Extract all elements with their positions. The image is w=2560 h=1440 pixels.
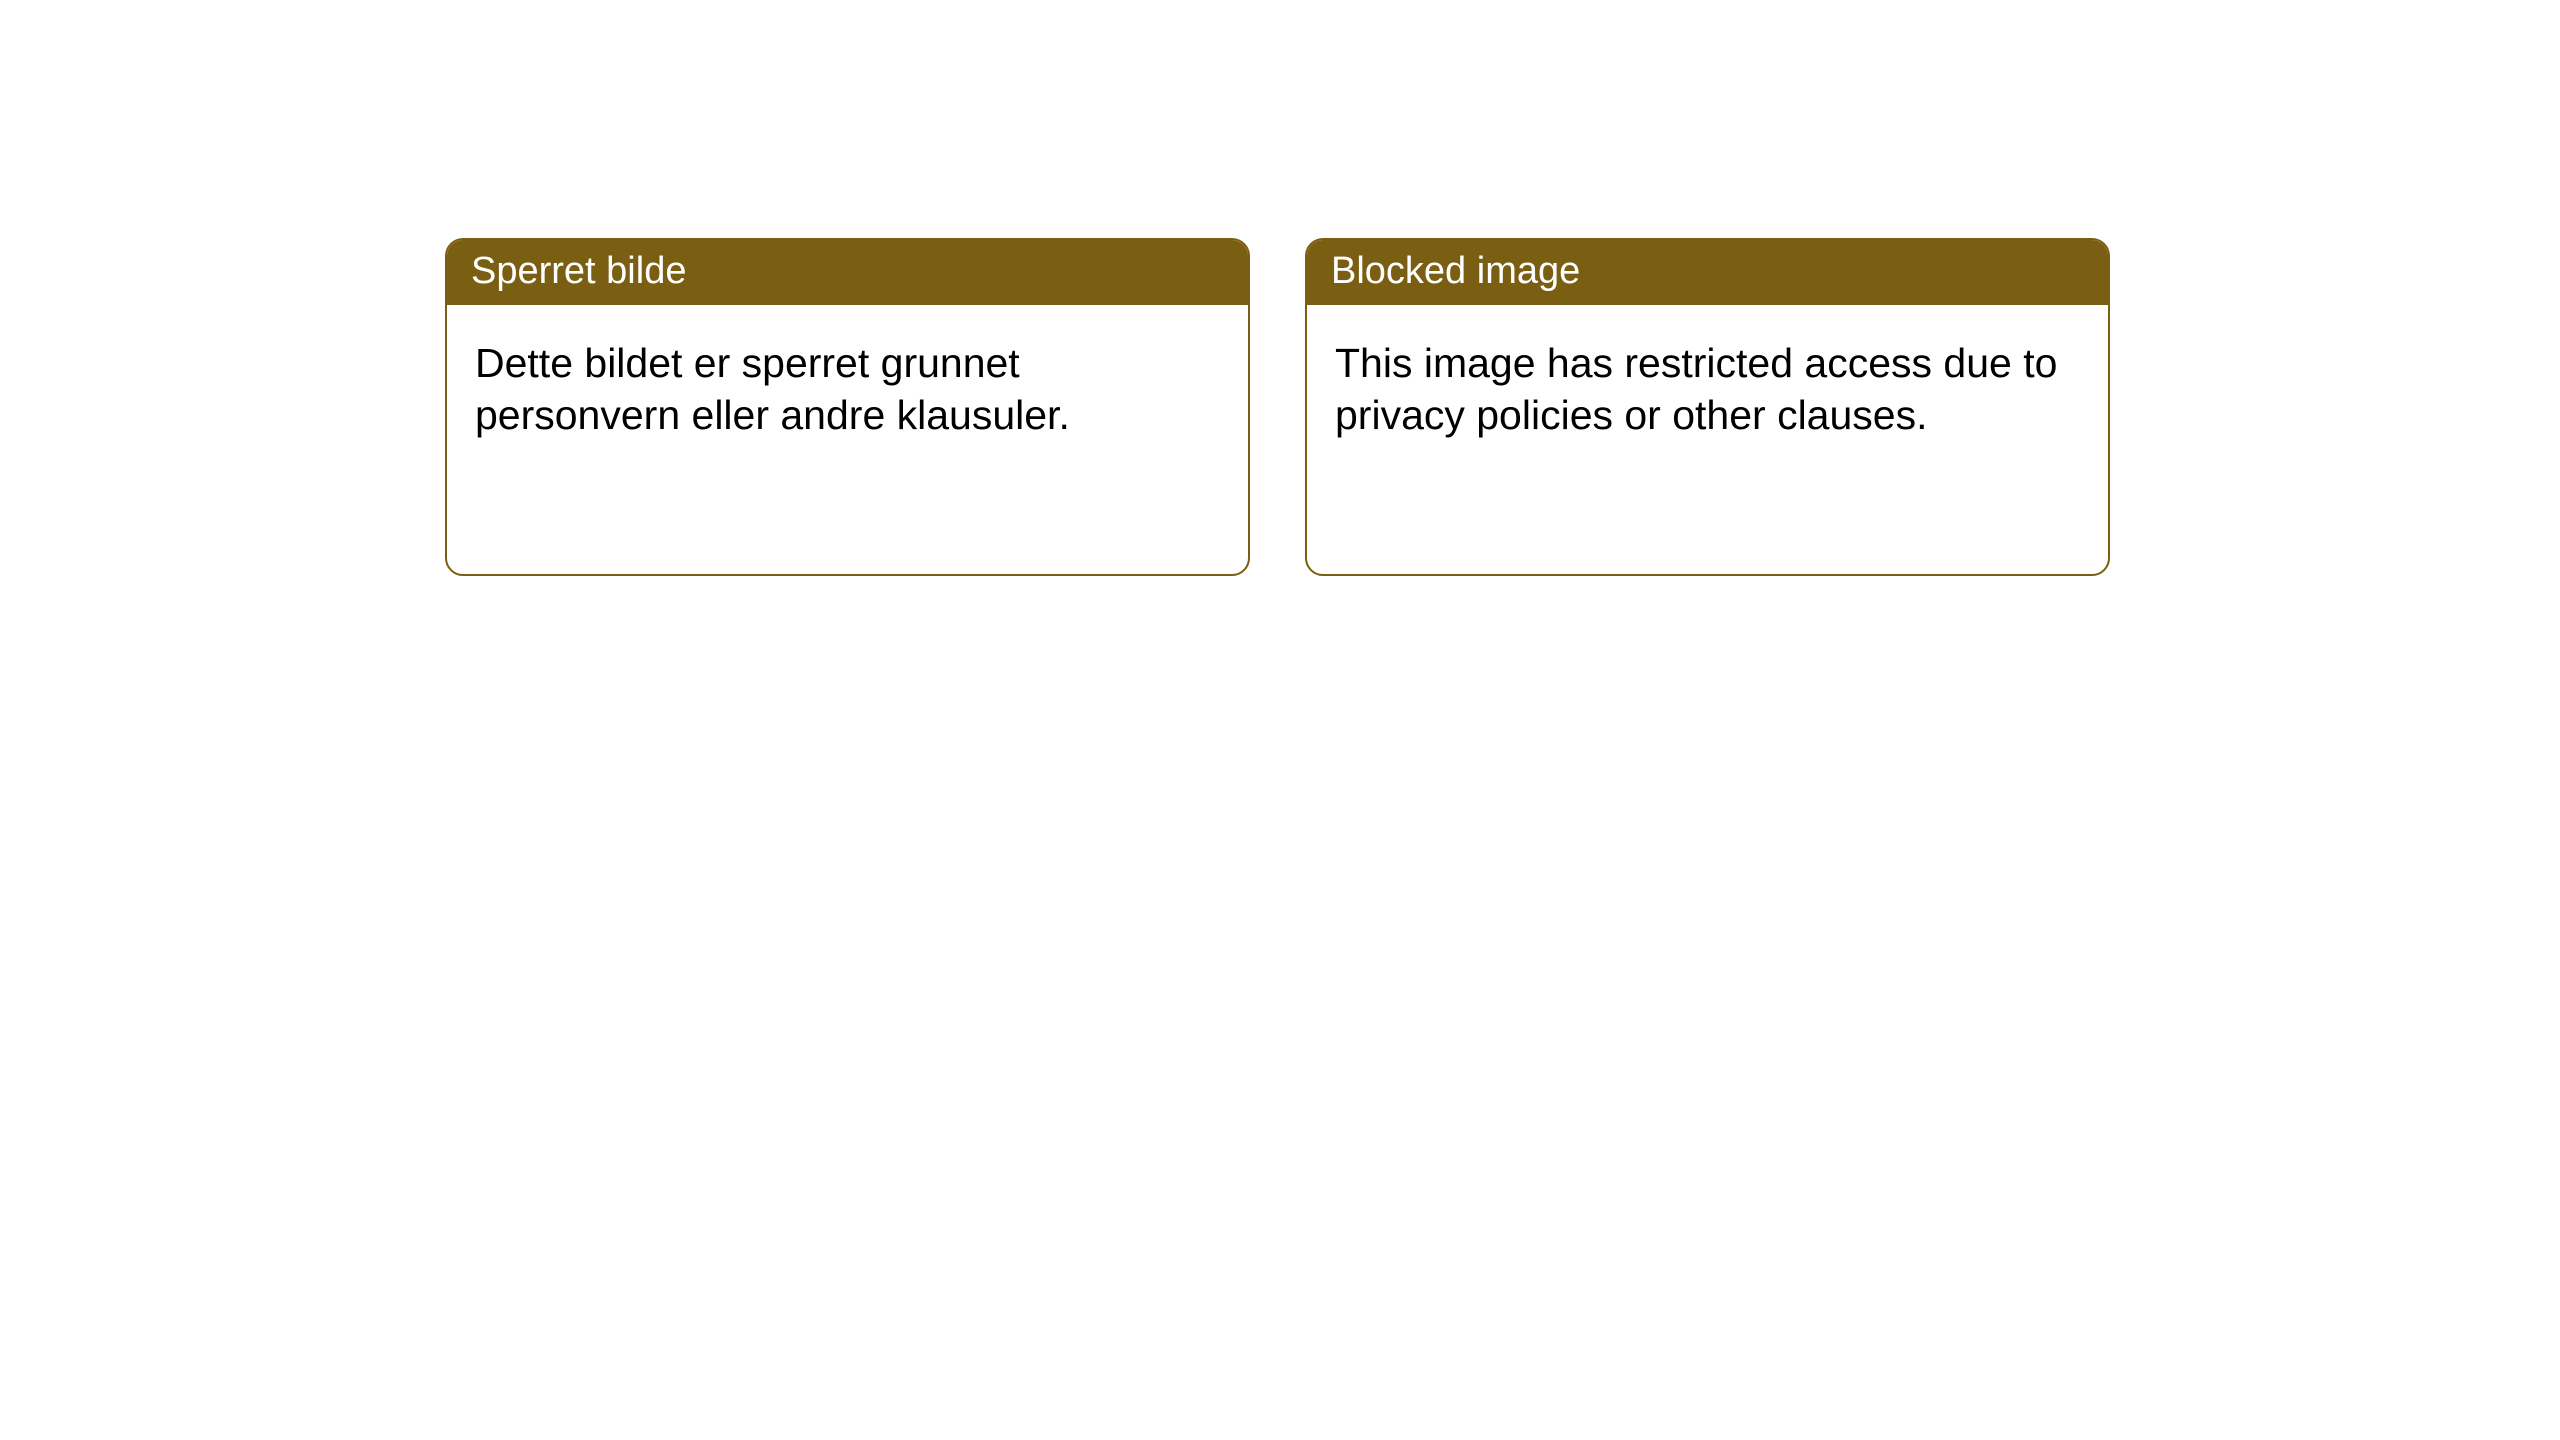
notice-card-en: Blocked image This image has restricted … — [1305, 238, 2110, 576]
notice-card-title-en: Blocked image — [1307, 240, 2108, 305]
notice-cards-container: Sperret bilde Dette bildet er sperret gr… — [0, 0, 2560, 576]
notice-card-no: Sperret bilde Dette bildet er sperret gr… — [445, 238, 1250, 576]
notice-card-body-no: Dette bildet er sperret grunnet personve… — [447, 305, 1248, 441]
notice-card-title-no: Sperret bilde — [447, 240, 1248, 305]
notice-card-body-en: This image has restricted access due to … — [1307, 305, 2108, 441]
